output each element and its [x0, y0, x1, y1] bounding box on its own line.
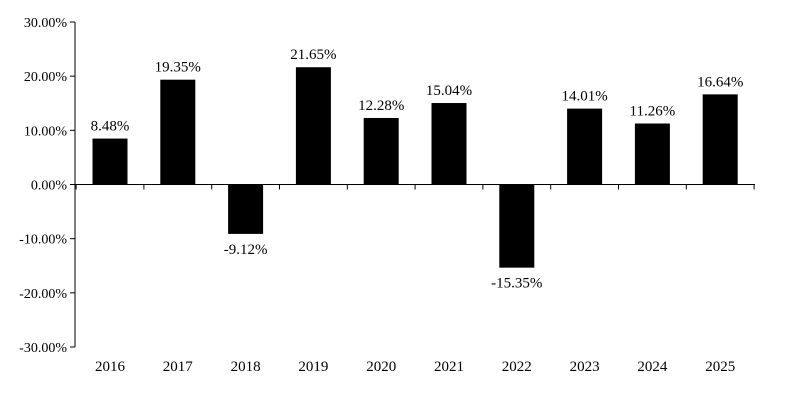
data-label: 8.48% [91, 119, 130, 135]
x-category-label: 2020 [366, 359, 396, 375]
bars [92, 67, 738, 268]
bar-2022 [499, 184, 535, 268]
data-labels: 8.48% 19.35% -9.12% 21.65% 12.28% 15.04% -15.3… [91, 47, 744, 291]
bar-2025 [702, 94, 738, 185]
y-tick-label: 20.00% [24, 70, 68, 85]
data-label: -9.12% [224, 242, 268, 258]
bar-2024 [634, 123, 670, 185]
data-label: 21.65% [290, 47, 336, 63]
bar-2019 [295, 67, 331, 185]
x-axis: 2016 2017 2018 2019 2020 2021 2022 2023 2024 2025 [75, 184, 755, 375]
data-label: 16.64% [697, 74, 743, 90]
y-tick-label: -10.00% [19, 233, 67, 248]
bar-2018 [228, 184, 264, 234]
x-category-label: 2018 [231, 359, 261, 375]
bar-2016 [92, 138, 128, 185]
data-label: 14.01% [561, 89, 607, 105]
y-axis: 30.00% 20.00% 10.00% 0.00% -10.00% -20.00% -30… [19, 16, 76, 356]
y-tick-label: -20.00% [19, 287, 67, 302]
x-category-label: 2023 [570, 359, 600, 375]
x-category-label: 2016 [95, 359, 126, 375]
bar-2021 [431, 103, 467, 185]
y-tick-label: 0.00% [31, 179, 68, 194]
data-label: 15.04% [426, 83, 472, 99]
x-category-label: 2025 [705, 359, 735, 375]
y-tick-label: -30.00% [19, 341, 67, 356]
data-label: -15.35% [491, 276, 542, 292]
x-category-label: 2021 [434, 359, 464, 375]
y-tick-label: 30.00% [24, 16, 68, 31]
data-label: 12.28% [358, 98, 404, 114]
bar-2020 [363, 117, 399, 185]
bar-2023 [567, 108, 603, 185]
x-category-label: 2019 [298, 359, 328, 375]
x-category-label: 2022 [502, 359, 532, 375]
data-label: 19.35% [155, 60, 201, 76]
y-tick-label: 10.00% [24, 124, 68, 139]
data-label: 11.26% [630, 104, 676, 120]
bar-2017 [160, 79, 196, 185]
x-category-label: 2017 [163, 359, 194, 375]
x-category-label: 2024 [637, 359, 668, 375]
